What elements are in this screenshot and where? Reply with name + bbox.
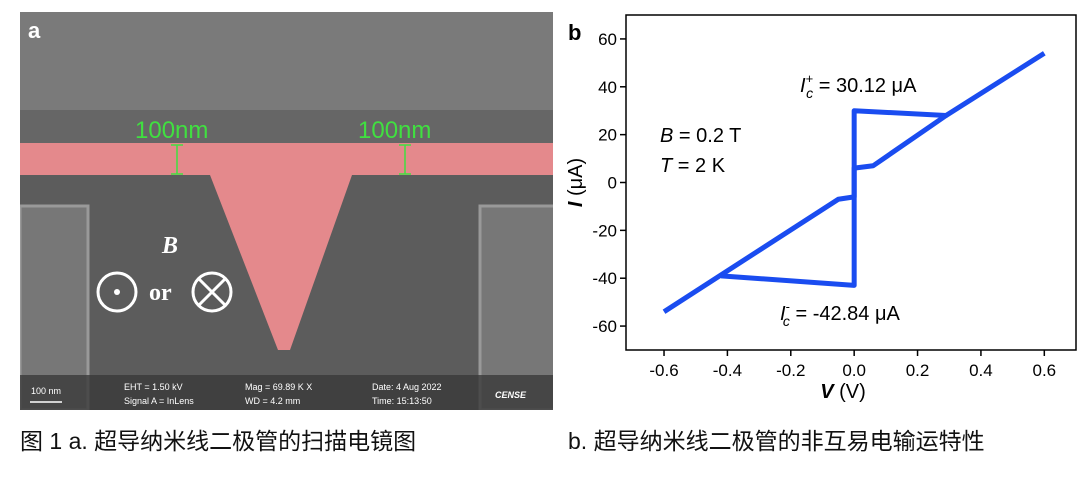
field-symbol: B [161,233,178,259]
field-out-icon [96,271,138,313]
field-in-cross [197,277,227,307]
field-out-dot [114,289,120,295]
axis-unit: (V) [834,381,866,403]
x-tick-label: -0.4 [713,361,742,380]
info-text: WD = 4.2 mm [245,396,300,406]
annotation: T = 2 K [660,155,726,177]
info-text: 100 nm [31,386,61,396]
data-line [662,51,1046,314]
nanowire-notch [210,175,352,350]
x-tick-label: 0.2 [906,361,930,380]
y-tick-label: 0 [608,174,617,193]
y-tick-label: 60 [598,30,617,49]
annotation-symbol: T [660,155,674,177]
info-text: Mag = 69.89 K X [245,382,312,392]
x-tick-label: 0.0 [842,361,866,380]
y-tick-label: -20 [592,221,617,240]
annotation: B = 0.2 T [660,125,741,147]
annotation-sup: - [786,299,790,314]
info-text: CENSE [495,390,527,400]
x-axis-label: V (V) [820,381,866,403]
annotation: I+ c = 30.12 μA [800,71,917,101]
annotation-symbol: I [800,75,806,97]
scale-mark: 100nm [358,117,431,144]
plot-frame [625,14,1077,351]
scale-brackets [171,144,411,175]
nanowire [20,143,553,175]
annotation-text: = 0.2 T [673,125,741,147]
scale-mark: 100nm [135,117,208,144]
field-or: or [149,280,172,306]
annotation-symbol: B [660,125,673,147]
x-tick-label: 0.4 [969,361,993,380]
x-tick-label: 0.6 [1032,361,1056,380]
axis-symbol: I [565,201,587,207]
y-tick-label: -40 [592,269,617,288]
annotation-sup: + [806,71,814,86]
info-text: Time: 15:13:50 [372,396,432,406]
sem-image: a 100nm 100nm B or 100 nm EHT = 1.50 kV … [20,12,553,410]
info-text: EHT = 1.50 kV [124,382,183,392]
panel-label: a [28,18,41,43]
field-in-icon [191,271,233,313]
sem-top [20,12,553,112]
sem-edge [20,110,553,143]
info-text: Signal A = InLens [124,396,194,406]
x-tick-label: -0.2 [776,361,805,380]
info-bar [20,375,553,410]
annotation-sub: c [806,85,813,101]
y-tick-label: 40 [598,78,617,97]
axis-symbol: V [820,381,835,403]
y-tick-label: -60 [592,317,617,336]
annotation-symbol: I [780,303,786,325]
data-line [720,113,948,288]
panel-label: b [568,20,581,45]
annotation-text: = 30.12 μA [813,75,917,97]
caption-b: b. 超导纳米线二极管的非互易电输运特性 [568,428,985,454]
annotation-sub: c [783,313,790,329]
info-text: Date: 4 Aug 2022 [372,382,442,392]
axis-unit: (μA) [565,158,587,202]
caption-a: 图 1 a. 超导纳米线二极管的扫描电镜图 [20,428,416,454]
annotation: I-c = -42.84 μA [780,299,900,329]
y-axis-label: I (μA) [565,158,587,207]
x-tick-label: -0.6 [649,361,678,380]
y-tick-label: 20 [598,126,617,145]
annotation-text: = 2 K [672,155,725,177]
annotation-text: = -42.84 μA [790,303,901,325]
